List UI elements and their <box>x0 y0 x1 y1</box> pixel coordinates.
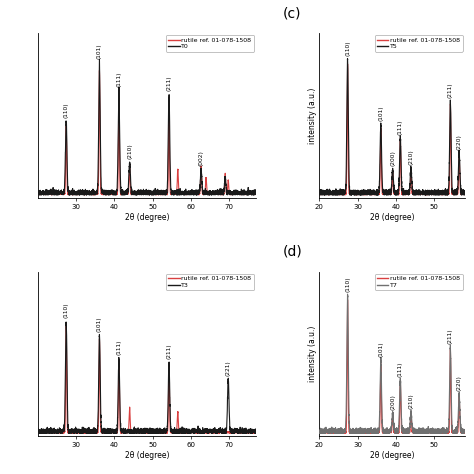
Text: (221): (221) <box>226 360 231 376</box>
Text: (110): (110) <box>345 41 350 56</box>
Legend: rutile ref. 01-078-1508, T0: rutile ref. 01-078-1508, T0 <box>166 35 254 52</box>
Y-axis label: intensity (a.u.): intensity (a.u.) <box>308 326 317 382</box>
Text: (111): (111) <box>117 340 121 355</box>
Text: (110): (110) <box>345 276 350 292</box>
Text: (220): (220) <box>456 134 462 150</box>
Text: (200): (200) <box>390 394 395 410</box>
Text: (110): (110) <box>64 102 69 118</box>
Text: (101): (101) <box>378 105 383 121</box>
X-axis label: 2θ (degree): 2θ (degree) <box>370 451 414 460</box>
Text: (220): (220) <box>456 375 462 391</box>
Text: (c): (c) <box>283 6 301 20</box>
Text: (111): (111) <box>398 362 403 377</box>
Text: (211): (211) <box>166 344 172 359</box>
Text: (111): (111) <box>398 119 403 135</box>
Text: (111): (111) <box>117 71 121 87</box>
Text: (211): (211) <box>166 75 172 91</box>
Text: (101): (101) <box>97 44 102 59</box>
X-axis label: 2θ (degree): 2θ (degree) <box>370 213 414 222</box>
Text: (210): (210) <box>409 393 413 409</box>
X-axis label: 2θ (degree): 2θ (degree) <box>125 451 169 460</box>
Text: (101): (101) <box>378 341 383 356</box>
Text: (211): (211) <box>448 328 453 344</box>
Text: (d): (d) <box>283 245 303 258</box>
Text: (002): (002) <box>199 150 204 166</box>
Text: (101): (101) <box>97 316 102 332</box>
Y-axis label: intensity (a.u.): intensity (a.u.) <box>308 87 317 144</box>
Legend: rutile ref. 01-078-1508, T7: rutile ref. 01-078-1508, T7 <box>374 273 463 290</box>
Text: (210): (210) <box>409 149 413 165</box>
Text: (110): (110) <box>64 302 69 318</box>
Text: (210): (210) <box>127 144 132 159</box>
Legend: rutile ref. 01-078-1508, T3: rutile ref. 01-078-1508, T3 <box>166 273 254 290</box>
Text: (211): (211) <box>448 82 453 98</box>
Text: (200): (200) <box>390 150 395 166</box>
Legend: rutile ref. 01-078-1508, T5: rutile ref. 01-078-1508, T5 <box>374 35 463 52</box>
X-axis label: 2θ (degree): 2θ (degree) <box>125 213 169 222</box>
